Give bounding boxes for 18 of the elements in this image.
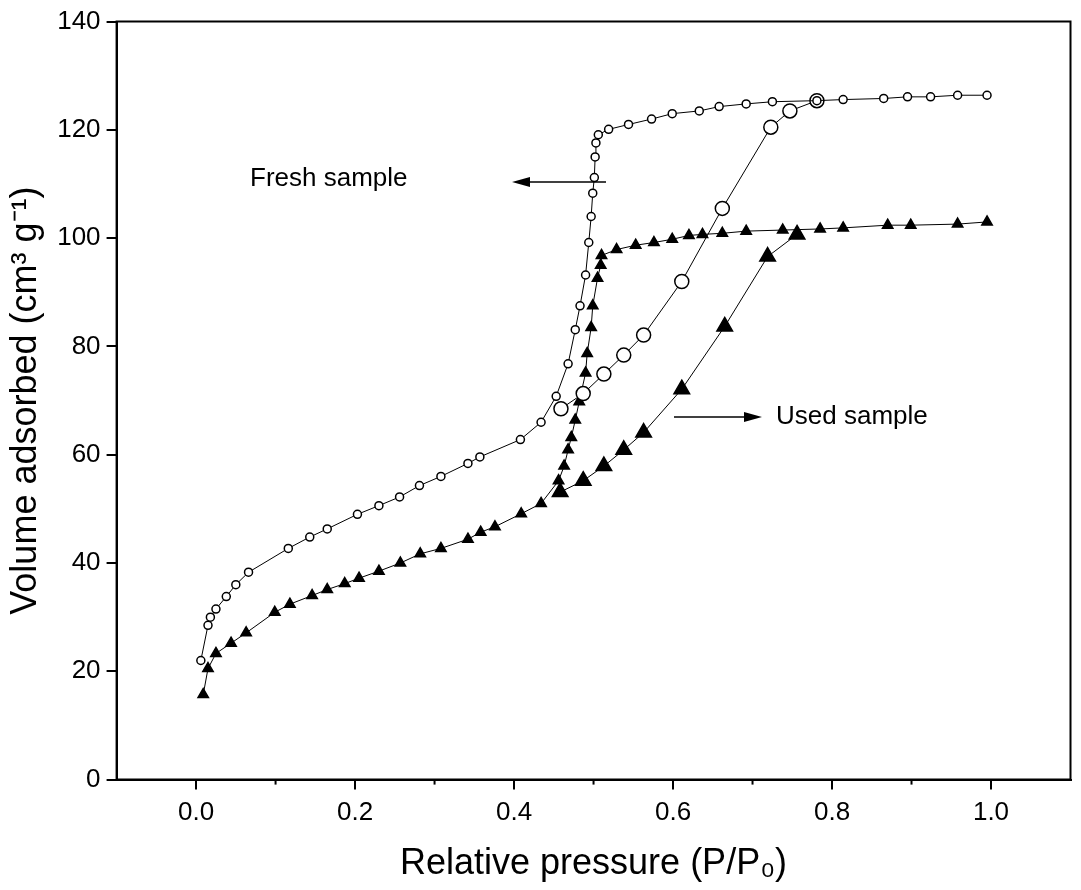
x-axis-title: Relative pressure (P/P₀) (400, 841, 788, 883)
annotation: Used sample (776, 400, 928, 430)
y-tick-label: 120 (57, 113, 101, 144)
y-tick-label: 100 (57, 221, 101, 252)
x-tick-label: 1.0 (972, 796, 1010, 827)
y-tick-label: 40 (71, 546, 101, 577)
y-tick-label: 80 (71, 329, 101, 360)
x-tick-label: 0.6 (654, 796, 692, 827)
annotation: Fresh sample (250, 162, 408, 192)
y-tick-label: 20 (71, 654, 101, 685)
x-tick-label: 0.2 (336, 796, 374, 827)
y-tick-label: 140 (57, 4, 101, 35)
x-tick-label: 0.8 (813, 796, 851, 827)
y-axis-title: Volume adsorbed (cm³ g⁻¹) (2, 186, 44, 615)
y-tick-label: 60 (71, 437, 101, 468)
x-tick-label: 0.4 (495, 796, 533, 827)
x-tick-label: 0.0 (178, 796, 215, 827)
y-tick-label: 0 (86, 762, 101, 793)
